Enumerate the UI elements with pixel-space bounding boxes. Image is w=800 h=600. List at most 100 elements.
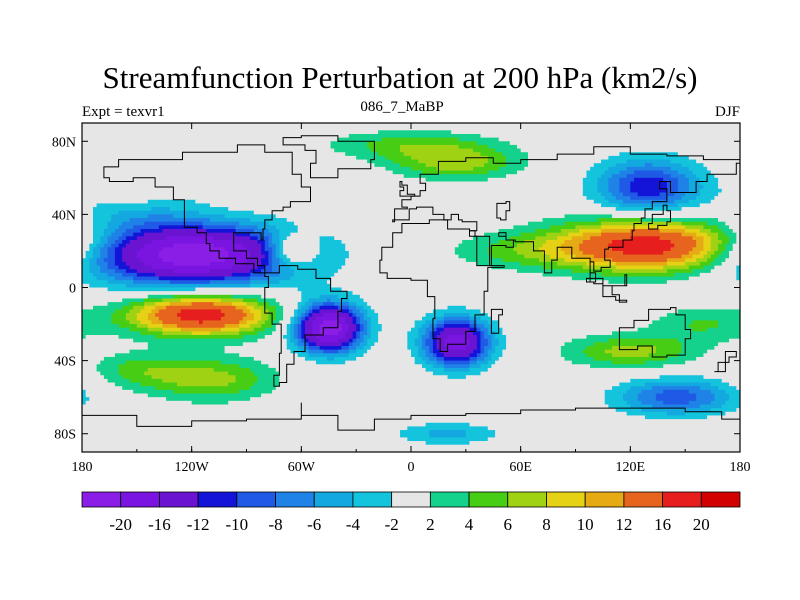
contour-cell [92, 210, 120, 215]
contour-cell [250, 324, 262, 329]
contour-cell [454, 250, 489, 256]
contour-cell [268, 229, 280, 234]
contour-cell [710, 243, 719, 248]
contour-cell [82, 163, 376, 168]
contour-cell [202, 225, 237, 230]
contour-cell [96, 258, 105, 263]
contour-cell [604, 400, 628, 406]
contour-cell [612, 386, 631, 391]
contour-cell [447, 335, 467, 340]
contour-cell [491, 338, 500, 343]
contour-cell [169, 207, 229, 212]
contour-cell [560, 243, 580, 248]
contour-cell [209, 269, 251, 274]
contour-cell [414, 338, 423, 343]
experiment-label: Expt = texvr1 [82, 104, 165, 120]
contour-cell [666, 188, 679, 194]
contour-cell [290, 276, 332, 281]
contour-cell [564, 239, 584, 245]
contour-cell [279, 232, 291, 237]
contour-cell [235, 225, 259, 230]
contour-cell [633, 177, 664, 183]
contour-cell [315, 342, 343, 347]
contour-cell [498, 356, 566, 362]
contour-cell [283, 243, 321, 248]
contour-cell [279, 302, 299, 307]
contour-cell [465, 433, 496, 438]
contour-cell [703, 239, 712, 245]
contour-cell [191, 331, 211, 336]
contour-cell [718, 225, 730, 230]
contour-cell [411, 155, 489, 161]
contour-cell [480, 309, 679, 314]
contour-cell [85, 400, 193, 406]
contour-cell [378, 313, 427, 318]
contour-cell [220, 316, 244, 321]
contour-cell [729, 225, 740, 230]
contour-cell [96, 276, 116, 281]
contour-cell [571, 338, 609, 343]
contour-cell [484, 232, 522, 237]
contour-cell [707, 232, 719, 237]
contour-cell [82, 408, 617, 413]
contour-cell [400, 430, 430, 435]
contour-cell [82, 371, 101, 376]
contour-cell [250, 250, 262, 256]
contour-cell [407, 331, 419, 336]
contour-cell [304, 345, 310, 351]
contour-cell [619, 177, 635, 183]
contour-cell [279, 250, 284, 256]
contour-cell [432, 327, 438, 332]
contour-cell [239, 364, 270, 369]
contour-cell [352, 313, 357, 318]
contour-cell [619, 170, 635, 175]
contour-cell [524, 239, 547, 245]
contour-cell [122, 239, 131, 245]
contour-cell [586, 335, 740, 340]
contour-cell [506, 345, 562, 351]
contour-cell [151, 239, 233, 245]
contour-cell [604, 389, 628, 395]
contour-cell [480, 327, 489, 332]
contour-cell [696, 239, 705, 245]
contour-cell [341, 287, 740, 292]
contour-cell [586, 170, 606, 175]
contour-cell [736, 232, 740, 237]
contour-cell [308, 316, 317, 321]
contour-cell [312, 309, 321, 314]
contour-cell [432, 371, 482, 376]
contour-cell [637, 393, 657, 398]
contour-cell [681, 254, 694, 259]
contour-cell [688, 181, 701, 186]
contour-cell [114, 250, 123, 256]
contour-cell [224, 324, 240, 329]
contour-cell [337, 349, 350, 354]
contour-cell [542, 265, 584, 270]
contour-cell [381, 324, 416, 329]
contour-cell [129, 378, 164, 384]
contour-cell [261, 250, 270, 256]
contour-cell [82, 283, 90, 289]
contour-cell [239, 331, 259, 336]
contour-cell [312, 324, 321, 329]
contour-cell [378, 335, 408, 340]
contour-cell [341, 327, 350, 332]
x-tick-label: 60E [509, 460, 532, 475]
contour-cell [407, 335, 419, 340]
contour-cell [82, 133, 350, 139]
contour-cell [699, 192, 719, 197]
contour-cell [703, 375, 740, 380]
contour-cell [308, 313, 313, 318]
contour-cell [166, 397, 251, 402]
contour-cell [579, 247, 613, 252]
contour-cell [261, 360, 317, 365]
colorbar-label: 12 [615, 515, 632, 534]
x-tick-label: 120E [616, 460, 646, 475]
contour-cell [228, 207, 617, 212]
contour-cell [122, 221, 145, 226]
contour-cell [158, 225, 204, 230]
contour-cell [235, 229, 255, 234]
contour-cell [92, 218, 112, 223]
coastline-path [103, 144, 311, 274]
contour-cell [612, 192, 624, 197]
